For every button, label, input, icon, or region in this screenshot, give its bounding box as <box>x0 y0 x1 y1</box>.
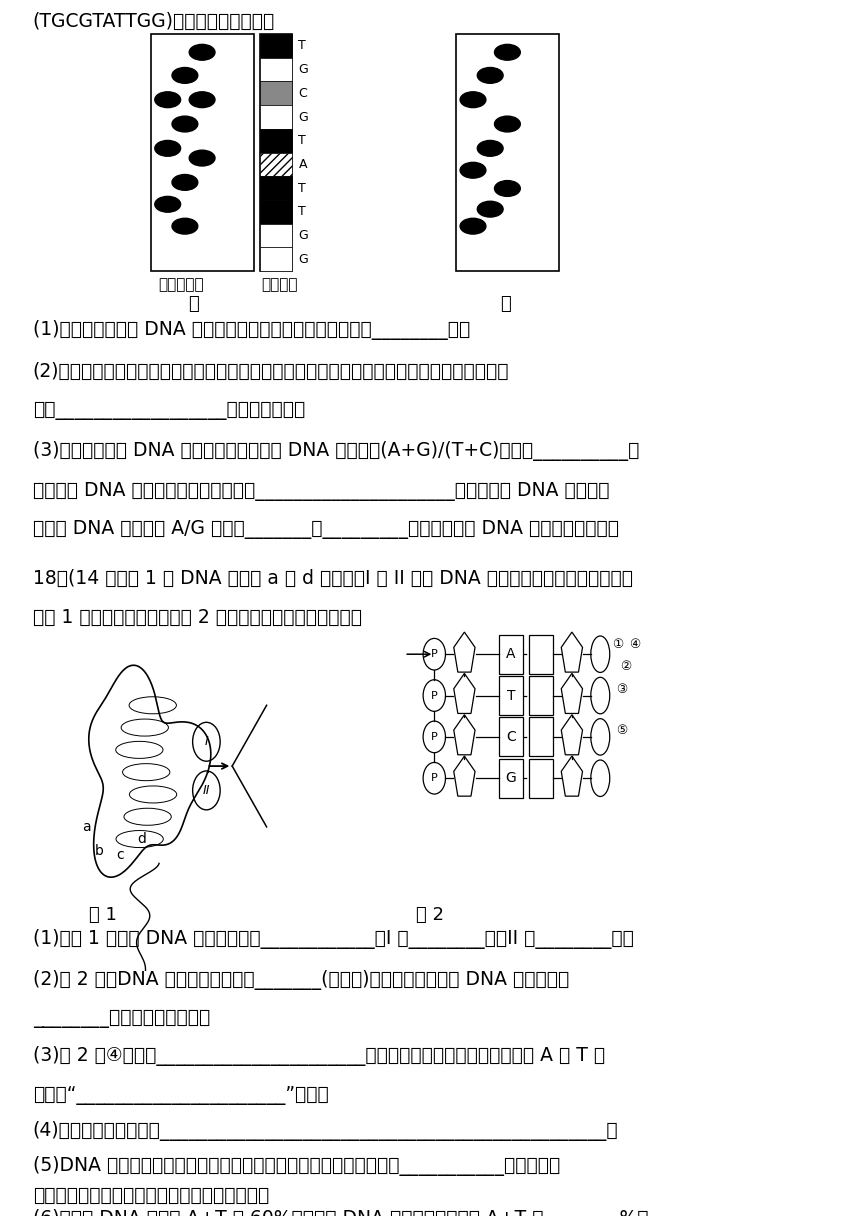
Ellipse shape <box>477 201 503 216</box>
Bar <box>499 676 523 715</box>
Ellipse shape <box>477 68 503 84</box>
Ellipse shape <box>591 760 610 796</box>
Text: T: T <box>507 688 515 703</box>
Ellipse shape <box>460 219 486 233</box>
Ellipse shape <box>155 92 181 108</box>
Bar <box>529 676 553 715</box>
Text: 甲: 甲 <box>188 295 199 314</box>
Text: ③: ③ <box>616 683 628 696</box>
Ellipse shape <box>460 92 486 108</box>
Text: A: A <box>506 647 516 662</box>
Text: ⑤: ⑤ <box>616 725 628 737</box>
Text: 测序结果图: 测序结果图 <box>157 277 204 292</box>
Bar <box>260 199 292 224</box>
Bar <box>260 129 292 153</box>
Text: G: G <box>298 253 308 266</box>
Text: 乙: 乙 <box>501 295 511 314</box>
Text: (3)图甲所显示的 DNA 片段与图乙所显示的 DNA 片段中的(A+G)/(T+C)总是为__________，: (3)图甲所显示的 DNA 片段与图乙所显示的 DNA 片段中的(A+G)/(T… <box>33 441 639 461</box>
Text: 将图 1 中某一片段放大后如图 2 所示。请分析回答下列问题：: 将图 1 中某一片段放大后如图 2 所示。请分析回答下列问题： <box>33 608 362 627</box>
Text: (1)据图甲推测，此 DNA 片段上的鸟嘌呤脱氧核苷酸的数量是________个。: (1)据图甲推测，此 DNA 片段上的鸟嘌呤脱氧核苷酸的数量是________个… <box>33 320 470 339</box>
Text: 由此证明 DNA 分子中碱基的数量关系是_____________________。图甲中的 DNA 片段与图: 由此证明 DNA 分子中碱基的数量关系是____________________… <box>33 482 609 501</box>
Ellipse shape <box>591 636 610 672</box>
Ellipse shape <box>460 163 486 179</box>
Bar <box>260 106 292 129</box>
Ellipse shape <box>591 677 610 714</box>
Text: ④: ④ <box>629 638 641 651</box>
Bar <box>456 34 559 271</box>
Text: G: G <box>298 63 308 77</box>
Text: C: C <box>506 730 516 744</box>
Bar <box>260 224 292 248</box>
Text: (2)图 2 中，DNA 分子的基本骨架由_______(填序号)交替连接而成，该 DNA 片段中含有: (2)图 2 中，DNA 分子的基本骨架由_______(填序号)交替连接而成，… <box>33 970 569 990</box>
Bar <box>499 759 523 798</box>
Text: 18．(14 分）图 1 中 DNA 分子有 a 和 d 两条链，I 和 II 均是 DNA 分子复制过程中所需要的酶，: 18．(14 分）图 1 中 DNA 分子有 a 和 d 两条链，I 和 II … <box>33 569 633 589</box>
Ellipse shape <box>172 117 198 131</box>
Text: (1)从图 1 可看出 DNA 复制的方式是____________，I 是________酶，II 是________酶。: (1)从图 1 可看出 DNA 复制的方式是____________，I 是__… <box>33 929 634 948</box>
Bar <box>529 635 553 674</box>
Ellipse shape <box>494 117 520 131</box>
Text: C: C <box>298 86 307 100</box>
Ellipse shape <box>591 719 610 755</box>
Text: T: T <box>298 181 306 195</box>
Ellipse shape <box>155 197 181 213</box>
Text: G: G <box>506 771 516 786</box>
Bar <box>260 176 292 199</box>
Text: G: G <box>298 111 308 124</box>
Text: (2)根据图甲中脱氧核苷酸链中的碱基排列顺序，推测图乙中显示的脱氧核苷酸链的碱基排列顺: (2)根据图甲中脱氧核苷酸链中的碱基排列顺序，推测图乙中显示的脱氧核苷酸链的碱基… <box>33 362 509 382</box>
Text: 图 1: 图 1 <box>89 906 117 924</box>
Ellipse shape <box>189 150 215 165</box>
Bar <box>499 717 523 756</box>
Text: ②: ② <box>620 660 632 672</box>
Bar <box>260 81 292 106</box>
Ellipse shape <box>494 181 520 197</box>
Text: P: P <box>431 732 438 742</box>
Text: d: d <box>138 832 146 846</box>
Text: 间通过“______________________”连接。: 间通过“______________________”连接。 <box>33 1086 329 1105</box>
Text: b: b <box>95 844 103 858</box>
Text: P: P <box>431 649 438 659</box>
Bar <box>260 34 292 271</box>
Text: ①: ① <box>611 638 623 651</box>
Text: T: T <box>298 134 306 147</box>
Text: (6)若亲代 DNA 分子中 A+T 占 60%，则子代 DNA 分子某一条单链中 A+T 占________%。: (6)若亲代 DNA 分子中 A+T 占 60%，则子代 DNA 分子某一条单链… <box>33 1209 648 1216</box>
Ellipse shape <box>172 219 198 233</box>
Bar <box>260 248 292 271</box>
Ellipse shape <box>189 92 215 108</box>
Bar <box>260 58 292 81</box>
Text: 乙中的 DNA 片段中的 A/G 分别为_______、_________，由此说明了 DNA 分子具有特异性。: 乙中的 DNA 片段中的 A/G 分别为_______、_________，由此… <box>33 520 618 540</box>
Bar <box>499 635 523 674</box>
Text: 照碱基互补配对原则，合成与母链互补的子链。: 照碱基互补配对原则，合成与母链互补的子链。 <box>33 1186 269 1205</box>
Ellipse shape <box>172 175 198 191</box>
Ellipse shape <box>494 45 520 61</box>
Text: G: G <box>298 229 308 242</box>
Text: A: A <box>298 158 307 171</box>
Text: c: c <box>117 848 124 862</box>
Text: a: a <box>82 820 90 834</box>
Text: P: P <box>431 773 438 783</box>
Text: T: T <box>298 39 306 52</box>
Bar <box>150 34 254 271</box>
Text: ________个游离的磷酸基团。: ________个游离的磷酸基团。 <box>33 1009 210 1029</box>
Text: (3)图 2 中④名称是______________________。一条脱氧核苷酸链上相邻的碱基 A 和 T 之: (3)图 2 中④名称是______________________。一条脱氧核… <box>33 1046 605 1065</box>
Text: 图 2: 图 2 <box>416 906 444 924</box>
Bar <box>260 34 292 58</box>
Text: (TGCGTATTGG)，请回答下列问题：: (TGCGTATTGG)，请回答下列问题： <box>33 12 275 32</box>
Text: (4)该过程发生的时间为_______________________________________________。: (4)该过程发生的时间为____________________________… <box>33 1121 618 1141</box>
Ellipse shape <box>189 45 215 61</box>
Text: T: T <box>298 206 306 219</box>
Ellipse shape <box>155 141 181 157</box>
Text: 碱基序列: 碱基序列 <box>261 277 298 292</box>
Bar <box>529 759 553 798</box>
Ellipse shape <box>477 141 503 157</box>
Ellipse shape <box>172 68 198 84</box>
Text: I: I <box>205 736 208 748</box>
Bar <box>260 153 292 176</box>
Text: P: P <box>431 691 438 700</box>
Text: (5)DNA 分子复制时，在有关酶的作用下，以母链为模板，以游离的___________为原料，按: (5)DNA 分子复制时，在有关酶的作用下，以母链为模板，以游离的_______… <box>33 1156 560 1176</box>
Text: 序为__________________（从上往下）。: 序为__________________（从上往下）。 <box>33 401 305 421</box>
Text: II: II <box>203 784 210 796</box>
Bar <box>529 717 553 756</box>
